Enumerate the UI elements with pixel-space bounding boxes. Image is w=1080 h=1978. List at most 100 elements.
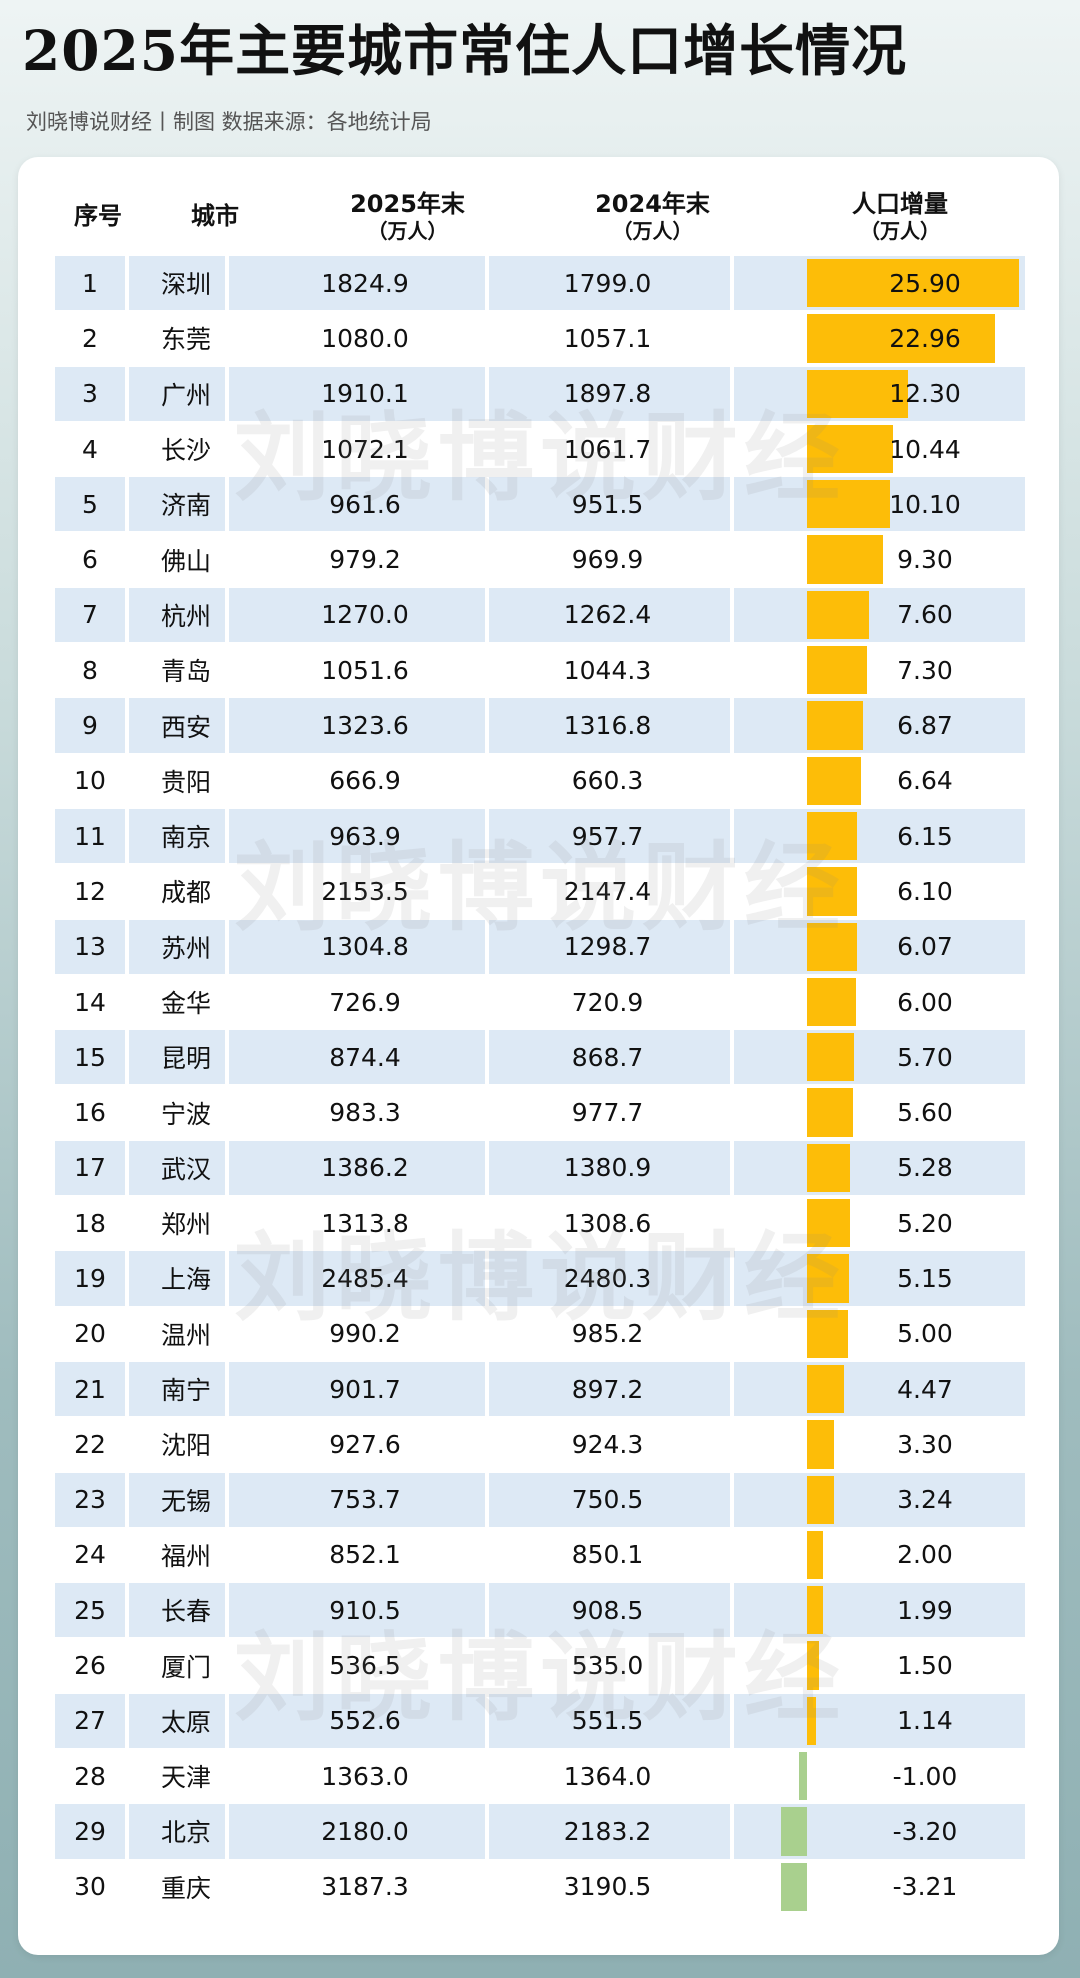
- table-row: 20 温州 990.2 985.2 5.00: [55, 1306, 1025, 1362]
- column-separator: [225, 1472, 229, 1527]
- column-separator: [125, 587, 129, 643]
- cell-city: 济南: [161, 491, 212, 521]
- column-separator: [730, 1030, 734, 1085]
- cell-2025: 2153.5: [321, 876, 409, 906]
- header-delta: 人口增量 （万人）: [800, 180, 1000, 252]
- cell-rank: 16: [74, 1098, 106, 1128]
- cell-2024: 535.0: [571, 1651, 644, 1681]
- cell-2024: 951.5: [571, 489, 644, 519]
- cell-delta-value: 3.24: [897, 1485, 953, 1515]
- delta-bar: [807, 1033, 854, 1082]
- cell-2024: 551.5: [571, 1706, 644, 1736]
- column-separator: [125, 1749, 129, 1804]
- cell-delta-value: 6.07: [897, 932, 953, 962]
- delta-bar: [807, 922, 857, 971]
- delta-bar: [807, 811, 858, 861]
- delta-bar: [807, 480, 890, 529]
- column-separator: [730, 1196, 734, 1251]
- cell-2025: 2485.4: [321, 1263, 409, 1293]
- delta-bar: [807, 646, 867, 695]
- table-row: 1 深圳 1824.9 1799.0 25.90: [55, 256, 1025, 312]
- column-separator: [485, 311, 489, 366]
- cell-city: 无锡: [161, 1486, 212, 1516]
- cell-2025: 1072.1: [321, 434, 409, 464]
- cell-2025: 1304.8: [321, 932, 409, 962]
- cell-2024: 1298.7: [563, 932, 652, 962]
- cell-2025: 963.9: [329, 821, 401, 851]
- cell-city: 温州: [161, 1320, 212, 1350]
- cell-rank: 20: [74, 1319, 106, 1349]
- column-separator: [730, 421, 734, 477]
- cell-delta-value: 1.14: [897, 1706, 953, 1736]
- table-row: 3 广州 1910.1 1897.8 12.30: [55, 366, 1025, 422]
- column-separator: [730, 1804, 734, 1859]
- column-separator: [225, 919, 229, 974]
- cell-delta-value: 10.44: [889, 434, 961, 464]
- column-separator: [225, 366, 229, 421]
- page-subtitle: 刘晓博说财经丨制图 数据来源：各地统计局: [26, 110, 432, 134]
- cell-city: 金华: [161, 989, 212, 1018]
- table-row: 24 福州 852.1 850.1 2.00: [55, 1527, 1025, 1584]
- table-row: 28 天津 1363.0 1364.0 -1.00: [55, 1749, 1025, 1805]
- cell-delta-value: -1.00: [892, 1761, 958, 1791]
- cell-rank: 1: [82, 268, 98, 298]
- cell-2024: 977.7: [571, 1098, 644, 1128]
- cell-rank: 14: [74, 987, 106, 1017]
- column-separator: [485, 864, 489, 919]
- cell-city: 太原: [161, 1707, 212, 1737]
- cell-city: 天津: [161, 1763, 212, 1793]
- cell-city: 南宁: [161, 1376, 212, 1406]
- header-rank: 序号: [58, 180, 138, 252]
- cell-city: 长沙: [161, 436, 212, 466]
- cell-2025: 666.9: [329, 766, 401, 796]
- delta-bar: [807, 701, 864, 750]
- cell-delta-value: 22.96: [889, 323, 961, 353]
- cell-2024: 850.1: [571, 1540, 644, 1570]
- cell-rank: 6: [82, 545, 98, 575]
- column-separator: [225, 1749, 229, 1804]
- cell-city: 长春: [161, 1597, 212, 1627]
- cell-rank: 23: [74, 1485, 106, 1515]
- cell-2024: 897.2: [571, 1374, 644, 1404]
- cell-2025: 1270.0: [321, 600, 409, 630]
- column-separator: [225, 1638, 229, 1693]
- cell-2025: 874.4: [329, 1042, 401, 1072]
- column-separator: [485, 643, 489, 698]
- column-separator: [730, 532, 734, 587]
- table-row: 5 济南 961.6 951.5 10.10: [55, 477, 1025, 533]
- cell-delta-value: 10.10: [889, 489, 961, 519]
- column-separator: [485, 1030, 489, 1085]
- column-separator: [730, 477, 734, 532]
- table-row: 23 无锡 753.7 750.5 3.24: [55, 1472, 1025, 1528]
- cell-city: 上海: [161, 1265, 212, 1295]
- column-separator: [485, 1472, 489, 1527]
- cell-delta-value: 7.60: [897, 600, 953, 630]
- cell-2024: 1262.4: [563, 600, 652, 630]
- column-separator: [225, 1583, 229, 1638]
- delta-bar: [807, 590, 870, 640]
- column-separator: [225, 643, 229, 698]
- column-separator: [730, 1361, 734, 1417]
- header-2025: 2025年末 （万人）: [285, 180, 530, 252]
- cell-2025: 1363.0: [321, 1761, 409, 1791]
- delta-bar: [807, 756, 862, 805]
- column-separator: [125, 1140, 129, 1196]
- cell-delta-value: 6.87: [897, 711, 953, 741]
- cell-rank: 7: [82, 600, 98, 630]
- delta-bar: [807, 1088, 853, 1137]
- column-separator: [125, 1085, 129, 1140]
- cell-delta-value: 25.90: [889, 268, 961, 298]
- cell-2024: 720.9: [571, 987, 644, 1017]
- cell-2025: 1824.9: [321, 268, 409, 298]
- column-separator: [485, 974, 489, 1030]
- column-separator: [125, 311, 129, 366]
- column-separator: [225, 1417, 229, 1472]
- cell-delta-value: 12.30: [889, 379, 961, 409]
- column-separator: [125, 1030, 129, 1085]
- table-row: 17 武汉 1386.2 1380.9 5.28: [55, 1140, 1025, 1197]
- delta-bar: [807, 1475, 834, 1524]
- cell-city: 重庆: [161, 1873, 212, 1903]
- column-separator: [485, 256, 489, 311]
- cell-2024: 924.3: [571, 1429, 644, 1459]
- cell-2025: 3187.3: [321, 1872, 409, 1902]
